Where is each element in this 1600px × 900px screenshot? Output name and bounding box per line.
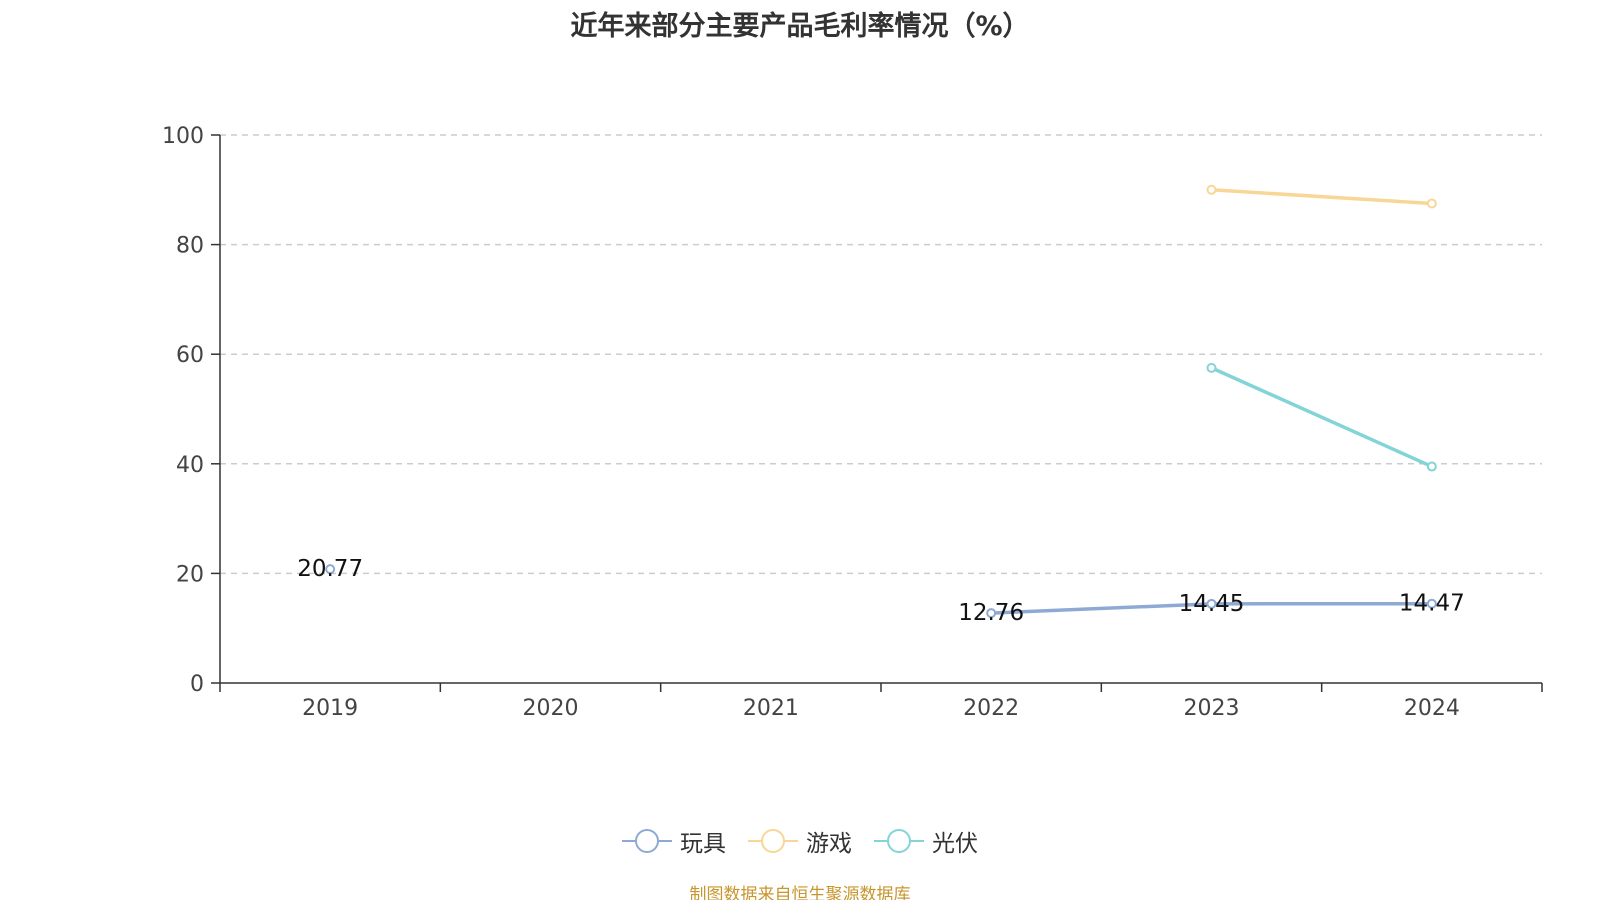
axes: 0 20 40 60 80 100 2019 2020 2021 2022 2023 2024 xyxy=(162,124,1543,721)
series-lines xyxy=(325,184,1437,619)
y-tick-label: 60 xyxy=(176,343,204,368)
source-note: 制图数据来自恒生聚源数据库 xyxy=(689,885,911,900)
legend-label: 游戏 xyxy=(806,831,852,857)
data-labels: 20.77 12.76 14.45 14.47 xyxy=(297,556,1465,626)
legend-swatch xyxy=(622,828,672,854)
data-point xyxy=(1426,198,1437,209)
y-tick-label: 100 xyxy=(162,124,204,149)
series-line-1 xyxy=(1209,188,1434,206)
x-tick-label-2020: 2020 xyxy=(523,696,579,721)
legend-swatch-marker xyxy=(761,829,785,853)
x-tick-label-2024: 2024 xyxy=(1404,696,1460,721)
data-point xyxy=(1206,598,1217,609)
legend-item-0[interactable]: 玩具 xyxy=(622,824,726,858)
y-tick-label: 20 xyxy=(176,562,204,587)
legend-item-1[interactable]: 游戏 xyxy=(748,824,852,858)
series-line-2 xyxy=(1209,366,1434,469)
legend-swatch xyxy=(748,828,798,854)
legend: 玩具 游戏 光伏 xyxy=(0,824,1600,858)
data-label: 12.76 xyxy=(958,600,1024,626)
y-tick-label: 40 xyxy=(176,453,204,478)
data-point xyxy=(1206,184,1217,195)
legend-item-2[interactable]: 光伏 xyxy=(874,824,978,858)
data-point xyxy=(325,564,336,575)
data-point xyxy=(1426,598,1437,609)
legend-swatch xyxy=(874,828,924,854)
data-label: 14.45 xyxy=(1179,591,1245,617)
legend-label: 玩具 xyxy=(680,831,726,857)
data-label: 14.47 xyxy=(1399,591,1465,617)
x-tick-label-2023: 2023 xyxy=(1184,696,1240,721)
data-point xyxy=(1426,461,1437,472)
x-tick-label-2021: 2021 xyxy=(743,696,799,721)
x-tick-label-2019: 2019 xyxy=(302,696,358,721)
grid-lines xyxy=(220,134,1542,575)
x-tick-label-2022: 2022 xyxy=(963,696,1019,721)
data-point xyxy=(986,608,997,619)
legend-swatch-marker xyxy=(635,829,659,853)
y-tick-label: 80 xyxy=(176,234,204,259)
legend-swatch-marker xyxy=(887,829,911,853)
data-label: 20.77 xyxy=(297,556,363,582)
data-point xyxy=(1206,362,1217,373)
chart-title: 近年来部分主要产品毛利率情况（%） xyxy=(570,11,1030,42)
legend-label: 光伏 xyxy=(932,831,978,857)
y-tick-label: 0 xyxy=(190,672,204,697)
